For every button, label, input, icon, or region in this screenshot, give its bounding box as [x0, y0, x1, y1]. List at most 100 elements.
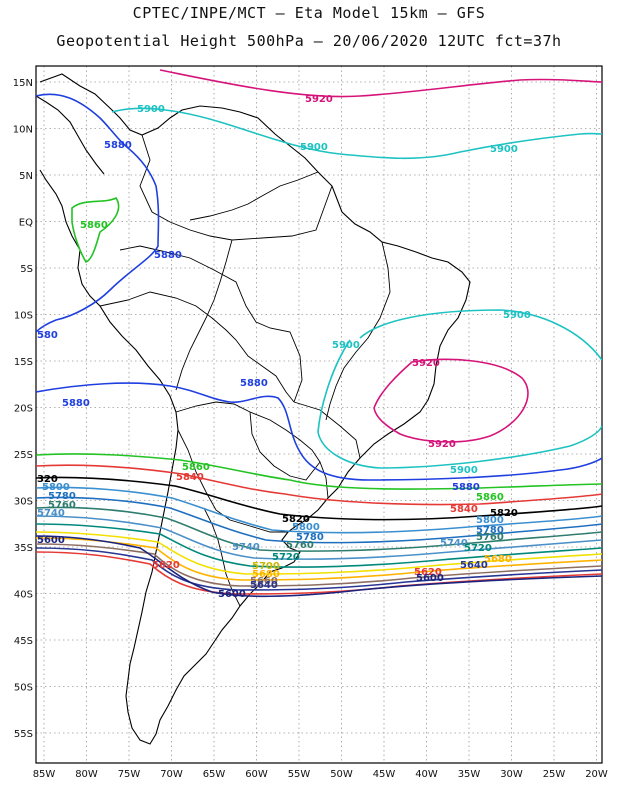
lat-tick-label: 45S	[14, 636, 33, 647]
contour-5720	[36, 523, 602, 568]
lon-tick-label: 55W	[288, 769, 311, 780]
lat-tick-label: 15S	[14, 357, 33, 368]
lon-tick-label: 30W	[500, 769, 523, 780]
label-5780-east: 5780	[476, 525, 504, 536]
label-5760-east: 5760	[476, 532, 504, 543]
lon-tick-label: 60W	[245, 769, 268, 780]
label-5920-brazil-1: 5920	[412, 358, 440, 369]
label-5900-south: 5900	[450, 465, 478, 476]
lat-tick-label: 25S	[14, 450, 33, 461]
contour-5660	[36, 543, 602, 587]
contour-5700	[36, 531, 602, 575]
chart-title: CPTEC/INPE/MCT – Eta Model 15km – GFS	[132, 4, 486, 22]
label-5860-andes: 5860	[80, 220, 108, 231]
label-5740-central: 5740	[232, 542, 260, 553]
lat-tick-label: 15N	[13, 78, 33, 89]
label-5640-east: 5640	[460, 560, 488, 571]
label-5880-south: 5880	[452, 482, 480, 493]
label-5820-west: 320	[37, 474, 58, 485]
lat-tick-label: EQ	[19, 218, 33, 229]
label-5900-east: 5900	[503, 310, 531, 321]
contour-5640	[36, 547, 602, 591]
lon-tick-label: 75W	[118, 769, 141, 780]
label-5820-central: 5820	[282, 514, 310, 525]
country-borders	[99, 134, 391, 607]
label-5720-east: 5720	[464, 543, 492, 554]
contour-5820	[36, 476, 602, 521]
label-5860-right: 5860	[476, 492, 504, 503]
label-5700-central: 5700	[252, 561, 280, 572]
contour-labels: 5920 5900 5900 5900 5880 5880 5860 580 5…	[37, 94, 531, 600]
lat-tick-label: 40S	[14, 590, 33, 601]
label-5800-east: 5800	[476, 515, 504, 526]
lat-tick-label: 10S	[14, 311, 33, 322]
label-5880-southwest: 5880	[62, 398, 90, 409]
label-5600-west: 5600	[37, 535, 65, 546]
label-5840-left: 5840	[176, 472, 204, 483]
central-america-coastline	[36, 95, 105, 175]
label-5680-central: 5680	[252, 569, 280, 580]
contour-5880-north	[36, 93, 160, 333]
label-5800-central: 5800	[292, 522, 320, 533]
label-5920-brazil-2: 5920	[428, 439, 456, 450]
label-5600-central: 5600	[218, 589, 246, 600]
lat-tick-label: 20S	[14, 404, 33, 415]
lat-tick-label: 55S	[14, 729, 33, 740]
lon-tick-label: 40W	[415, 769, 438, 780]
contour-5880-central	[36, 382, 602, 481]
label-5880-central: 5880	[240, 378, 268, 389]
label-5640-central: 5640	[250, 580, 278, 591]
label-5720-central: 5720	[272, 552, 300, 563]
contour-5600	[36, 535, 602, 598]
chart-subtitle: Geopotential Height 500hPa – 20/06/2020 …	[56, 32, 562, 50]
contour-5920-north	[159, 69, 602, 98]
contour-5740	[36, 515, 602, 560]
label-5780-central: 5780	[296, 532, 324, 543]
contour-5800	[36, 486, 602, 534]
contour-5860	[36, 453, 602, 490]
label-5600-east: 5600	[416, 573, 444, 584]
longitude-labels: 85W 80W 75W 70W 65W 60W 55W 50W 45W 40W 35W 30W 25W 2…	[33, 769, 608, 780]
label-5880-north: 5880	[104, 140, 132, 151]
label-5900-north-2: 5900	[300, 142, 328, 153]
label-5620-central: 5620	[152, 560, 180, 571]
label-5800-west: 5800	[42, 482, 70, 493]
lon-tick-label: 85W	[33, 769, 56, 780]
label-5780-west: 5780	[48, 491, 76, 502]
lat-tick-label: 35S	[14, 543, 33, 554]
contour-5900-north	[111, 107, 602, 160]
label-5880-amazon: 5880	[154, 250, 182, 261]
lat-tick-label: 5N	[19, 171, 33, 182]
contour-5620	[36, 551, 602, 595]
label-5900-north-3: 5900	[490, 144, 518, 155]
contour-5780	[36, 496, 602, 544]
label-5920-north: 5920	[305, 94, 333, 105]
lat-tick-label: 50S	[14, 683, 33, 694]
lat-tick-label: 10N	[13, 125, 33, 136]
contour-5900-brazil	[317, 309, 602, 469]
label-5760-west: 5760	[48, 500, 76, 511]
height-contours	[36, 69, 602, 598]
lon-tick-label: 45W	[373, 769, 396, 780]
label-5880-west: 580	[37, 330, 58, 341]
label-5900-brazil: 5900	[332, 340, 360, 351]
label-5760-central: 5760	[286, 540, 314, 551]
lon-tick-label: 50W	[330, 769, 353, 780]
lon-tick-label: 65W	[203, 769, 226, 780]
contour-5680	[36, 537, 602, 581]
lat-lon-grid	[36, 66, 602, 763]
label-5900-north-1: 5900	[137, 104, 165, 115]
contour-5840	[36, 464, 602, 506]
label-5820-east: 5820	[490, 508, 518, 519]
latitude-labels: 15N 10N 5N EQ 5S 10S 15S 20S 25S 30S 35S 40S 45S 50S 5…	[13, 78, 33, 740]
label-5740-east: 5740	[440, 538, 468, 549]
label-5660-central: 5660	[250, 576, 278, 587]
lon-tick-label: 70W	[160, 769, 183, 780]
lon-tick-label: 20W	[585, 769, 608, 780]
lon-tick-label: 35W	[458, 769, 481, 780]
label-5620-east: 5620	[414, 567, 442, 578]
contour-5760	[36, 506, 602, 552]
contour-5920-brazil	[373, 358, 529, 443]
contour-5860-andes	[71, 196, 120, 263]
